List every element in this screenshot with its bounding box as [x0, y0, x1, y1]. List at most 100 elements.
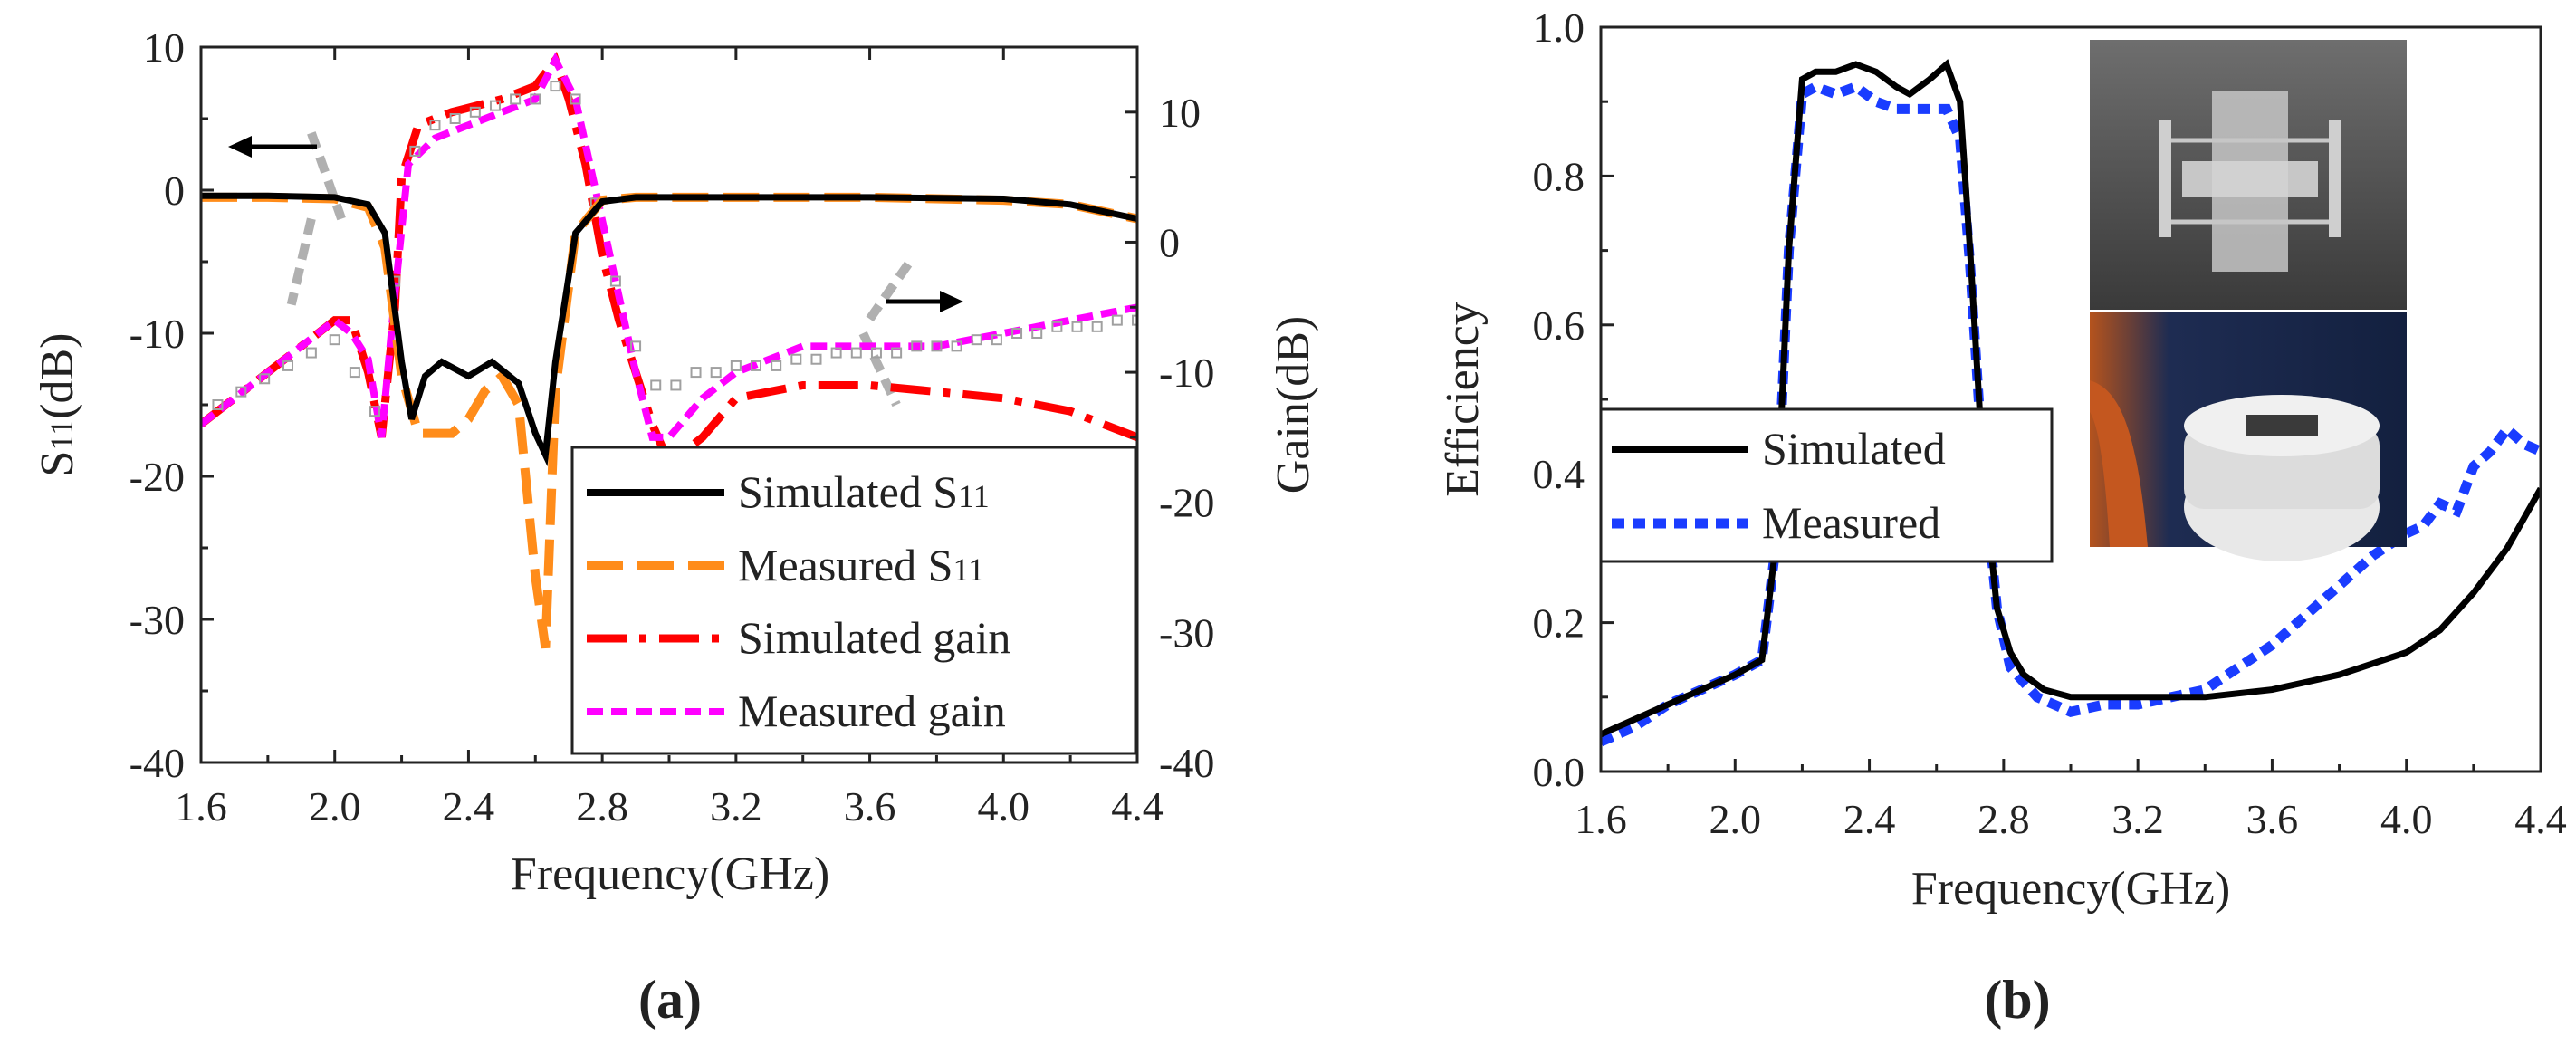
gain-marker	[891, 347, 903, 359]
y-left-tick-label: -10	[129, 311, 185, 357]
simulated-gain-line	[201, 52, 1137, 470]
gain-marker	[630, 340, 642, 352]
simulated-s11-line	[201, 192, 1137, 467]
gain-marker	[530, 93, 541, 105]
y-left-tick-label: 0	[164, 168, 185, 214]
legend-label-measured: Measured	[1762, 497, 1940, 548]
x-tick-label: 3.2	[710, 783, 762, 829]
gain-marker	[710, 367, 722, 379]
gain-marker	[911, 340, 923, 352]
tick-marks-b	[1599, 25, 2542, 773]
x-tick-label: 4.4	[1111, 783, 1164, 829]
x-tick-label: 4.0	[2380, 796, 2433, 842]
x-tick-label: 1.6	[175, 783, 227, 829]
y-right-tick-label: -20	[1159, 480, 1214, 526]
gain-marker	[609, 275, 621, 287]
x-tick-label: 4.0	[978, 783, 1030, 829]
x-tick-label: 2.0	[1709, 796, 1762, 842]
y-left-tick-label: -40	[129, 740, 185, 786]
antenna-photo-top	[2090, 40, 2407, 310]
left-axis-arrow	[228, 136, 317, 158]
simulated-efficiency-line	[1601, 59, 2541, 738]
gain-marker	[951, 340, 962, 352]
gain-marker	[329, 334, 340, 346]
gain-marker	[771, 360, 782, 371]
gain-marker	[1071, 321, 1083, 332]
x-tick-label: 3.6	[2246, 796, 2299, 842]
gain-marker	[1011, 328, 1023, 339]
gain-marker	[730, 360, 742, 371]
arrow-trail-right	[858, 259, 914, 407]
y-tick-label: 0.4	[1533, 451, 1585, 497]
gain-marker	[810, 353, 822, 365]
y-left-tick-label: 10	[143, 24, 185, 71]
gain-marker	[830, 347, 842, 359]
panel-label-a: (a)	[638, 970, 702, 1030]
gain-marker	[409, 145, 421, 157]
gain-marker	[1132, 314, 1137, 326]
y-tick-label: 0.2	[1533, 600, 1585, 647]
y-left-title-unit: (dB)	[32, 333, 83, 419]
legend-b: Simulated Measured	[1599, 407, 2054, 563]
gain-marker	[305, 347, 317, 359]
legend-a: Simulated S11 Measured S11 Simulated gai…	[570, 446, 1137, 755]
y-tick-label: 0.8	[1533, 153, 1585, 199]
y-axis-title-b: Efficiency	[1437, 302, 1489, 497]
gain-marker	[690, 367, 702, 379]
gain-marker	[510, 93, 522, 105]
x-tick-label: 2.0	[309, 783, 361, 829]
gain-marker	[349, 367, 360, 379]
x-tick-label: 2.4	[443, 783, 495, 829]
legend-label-simulated: Simulated	[1762, 423, 1946, 474]
measured-gain-line	[201, 52, 1137, 441]
gain-marker	[1051, 321, 1063, 332]
y-left-title-main: S	[32, 451, 83, 477]
y-left-tick-label: -30	[129, 597, 185, 643]
x-tick-label: 3.6	[844, 783, 896, 829]
gain-marker	[212, 399, 224, 410]
gain-marker	[790, 353, 802, 365]
antenna-photo-bottom	[2090, 312, 2407, 561]
gain-marker	[449, 113, 461, 124]
gain-marker	[570, 93, 581, 105]
y-right-tick-label: 10	[1159, 90, 1201, 136]
gain-marker	[670, 379, 682, 391]
legend-box-a	[570, 446, 1137, 755]
y-left-title-sub: 11	[43, 419, 80, 451]
legend-label-measured-s11: Measured S11	[738, 540, 984, 590]
y-right-axis-title-a: Gain(dB)	[1268, 316, 1319, 494]
gain-marker	[751, 360, 762, 371]
gain-marker	[429, 120, 441, 131]
chart-panel-a: 1.6 2.0 2.4 2.8 3.2 3.6 4.0 4.4 10 0 -10…	[32, 24, 1319, 1030]
legend-label-simulated-gain: Simulated gain	[738, 612, 1010, 663]
measured-gain-markers	[212, 81, 1137, 417]
arrow-trail-left	[286, 131, 346, 306]
gain-marker	[650, 379, 662, 391]
gain-marker	[850, 347, 862, 359]
x-tick-label: 3.2	[2112, 796, 2164, 842]
gain-marker	[931, 340, 943, 352]
legend-box-b	[1599, 407, 2054, 563]
gain-marker	[1091, 321, 1103, 332]
gain-marker	[489, 100, 501, 111]
panel-label-b: (b)	[1984, 970, 2050, 1030]
y-tick-label: 1.0	[1533, 5, 1585, 51]
chart-panel-b: 1.6 2.0 2.4 2.8 3.2 3.6 4.0 4.4 1.0 0.8 …	[1437, 5, 2567, 1030]
x-tick-label: 1.6	[1575, 796, 1627, 842]
x-tick-label: 4.4	[2514, 796, 2567, 842]
y-left-axis-title-a: S11(dB)	[32, 333, 83, 477]
y-right-tick-label: -40	[1159, 740, 1214, 786]
gain-marker	[550, 81, 561, 92]
right-axis-arrow	[886, 291, 963, 312]
x-tick-label: 2.8	[576, 783, 628, 829]
x-tick-label: 2.4	[1843, 796, 1896, 842]
gain-marker	[1111, 314, 1123, 326]
gain-marker	[259, 373, 271, 385]
legend-label-simulated-s11: Simulated S11	[738, 466, 990, 517]
y-right-tick-label: -30	[1159, 609, 1214, 656]
x-axis-title-b: Frequency(GHz)	[1911, 863, 2230, 915]
gain-marker	[469, 106, 481, 118]
y-right-tick-label: 0	[1159, 219, 1180, 265]
gain-marker	[282, 360, 294, 371]
